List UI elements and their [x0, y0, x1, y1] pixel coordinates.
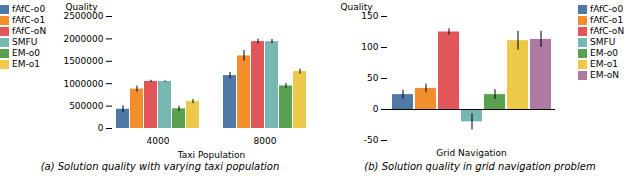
svg-text:Quality: Quality [66, 2, 99, 12]
svg-text:150: 150 [361, 11, 378, 21]
html-text:SMFU: SMFU [590, 37, 616, 47]
svg-text:Taxi Population: Taxi Population [177, 150, 246, 160]
html-text:fAfC-o0: fAfC-o0 [12, 4, 46, 14]
svg-text:500000: 500000 [69, 101, 104, 111]
svg-text:Quality: Quality [341, 2, 374, 12]
html-text:fAfC-o1: fAfC-o1 [590, 15, 624, 25]
svg-text:1000000: 1000000 [63, 79, 103, 89]
svg-text:2500000: 2500000 [63, 11, 103, 21]
html-text:SMFU: SMFU [12, 37, 38, 47]
svg-text:0: 0 [98, 123, 104, 133]
svg-text:-50: -50 [364, 135, 379, 145]
html-text:EM-o1: EM-o1 [12, 59, 41, 69]
html-text:(b) Solution quality in grid n: (b) Solution quality in grid navigation … [364, 161, 596, 172]
svg-text:8000: 8000 [254, 136, 277, 146]
html-text:fAfC-o1: fAfC-o1 [12, 15, 46, 25]
html-text:(a) Solution quality with vary: (a) Solution quality with varying taxi p… [40, 161, 280, 172]
html-text:EM-o0: EM-o0 [590, 48, 619, 58]
svg-text:100: 100 [361, 42, 378, 52]
svg-text:0: 0 [373, 104, 379, 114]
svg-text:1500000: 1500000 [63, 56, 103, 66]
html-text:EM-o0: EM-o0 [12, 48, 41, 58]
svg-text:Grid Navigation: Grid Navigation [436, 148, 506, 158]
svg-text:2000000: 2000000 [63, 34, 103, 44]
html-text:fAfC-oN: fAfC-oN [590, 26, 625, 36]
svg-text:4000: 4000 [147, 136, 170, 146]
html-text:EM-o1: EM-o1 [590, 59, 619, 69]
svg-text:50: 50 [367, 73, 379, 83]
html-text:fAfC-o0: fAfC-o0 [590, 4, 624, 14]
html-text:fAfC-oN: fAfC-oN [12, 26, 47, 36]
html-text:EM-oN: EM-oN [590, 70, 620, 80]
